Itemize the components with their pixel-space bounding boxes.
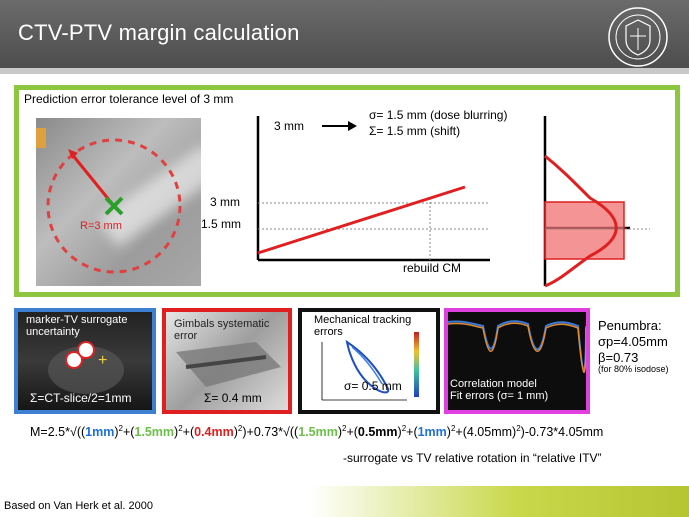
formula-part: )	[397, 425, 402, 440]
formula-value-black: 0.5mm	[357, 425, 398, 440]
margin-circle-overlay	[46, 138, 182, 274]
university-seal-logo	[608, 7, 668, 67]
graph-top-label: 3 mm	[274, 119, 304, 133]
penumbra-title: Penumbra:	[598, 318, 662, 333]
p3-value: σ= 0.5 mm	[344, 379, 402, 393]
p2-value: Σ= 0.4 mm	[204, 391, 262, 405]
radius-label: R=3 mm	[80, 220, 122, 232]
formula-part: )+0.73*√((	[242, 425, 299, 440]
formula-value-blue: 1mm	[85, 425, 115, 440]
header-stripe	[0, 68, 689, 74]
formula-part: +(	[182, 425, 195, 440]
p4-title2: Fit errors (σ= 1 mm)	[450, 390, 549, 402]
penumbra-note: (for 80% isodose)	[598, 364, 669, 374]
slide-header	[0, 0, 689, 68]
gimbals-panel: Gimbals systematic error Σ= 0.4 mm	[162, 308, 292, 414]
y-tick-3mm: 3 mm	[210, 195, 240, 209]
footer-bar	[0, 486, 689, 517]
sigma-text: σ= 1.5 mm (dose blurring)	[369, 108, 508, 122]
formula-part: )	[114, 425, 119, 440]
footer-citation: Based on Van Herk et al. 2000	[4, 500, 154, 512]
formula-sup: 2	[118, 424, 123, 433]
marker-tv-panel: + marker-TV surrogate uncertainty Σ=CT-s…	[14, 308, 156, 414]
x-label: rebuild CM	[403, 261, 462, 275]
margin-graph	[256, 116, 490, 262]
formula-value-blue: 1mm	[417, 425, 447, 440]
formula-sup: 2	[401, 424, 407, 433]
formula-part: M=2.5*√((	[30, 425, 86, 440]
p3-title: Mechanical tracking errors	[314, 314, 412, 338]
formula-part: +(4.05mm)	[455, 425, 517, 440]
formula-part: )-0.73*4.05mm	[520, 425, 604, 440]
rotation-note: -surrogate vs TV relative rotation in “r…	[343, 451, 602, 465]
formula-part: )	[233, 425, 238, 440]
penumbra-beta: β=0.73	[598, 350, 639, 365]
penumbra-sigma: σp=4.05mm	[598, 334, 668, 349]
dose-profile	[543, 116, 650, 288]
Sigma-text: Σ= 1.5 mm (shift)	[369, 124, 461, 138]
formula-part: )	[337, 425, 342, 440]
p2-title: Gimbals systematic error	[174, 318, 270, 342]
svg-text:+: +	[98, 352, 107, 369]
formula-sup: 2	[516, 424, 521, 433]
formula-part: )	[446, 425, 451, 440]
margin-formula: M=2.5*√((1mm)2+(1.5mm)2+(0.4mm)2)+0.73*√…	[30, 424, 603, 439]
formula-sup: 2	[178, 424, 183, 433]
main-label: Prediction error tolerance level of 3 mm	[24, 92, 234, 106]
formula-part: +(	[406, 425, 418, 440]
p4-title1: Correlation model	[450, 378, 537, 390]
slide-title: CTV-PTV margin calculation	[18, 20, 300, 45]
y-tick-1-5mm: 1.5 mm	[201, 217, 242, 231]
formula-value-red: 0.4mm	[194, 425, 234, 440]
p1-value: Σ=CT-slice/2=1mm	[30, 391, 132, 405]
formula-part: +(	[346, 425, 358, 440]
formula-sup: 2	[341, 424, 347, 433]
p1-title: marker-TV surrogate uncertainty	[26, 314, 128, 338]
correlation-panel: Correlation model Fit errors (σ= 1 mm)	[444, 308, 590, 414]
formula-value-green: 1.5mm	[298, 425, 338, 440]
formula-sup: 2	[450, 424, 456, 433]
formula-part: +(	[122, 425, 135, 440]
formula-value-green: 1.5mm	[134, 425, 175, 440]
formula-sup: 2	[237, 424, 243, 433]
mechanical-panel: Mechanical tracking errors σ= 0.5 mm	[298, 308, 440, 414]
formula-part: )	[174, 425, 179, 440]
